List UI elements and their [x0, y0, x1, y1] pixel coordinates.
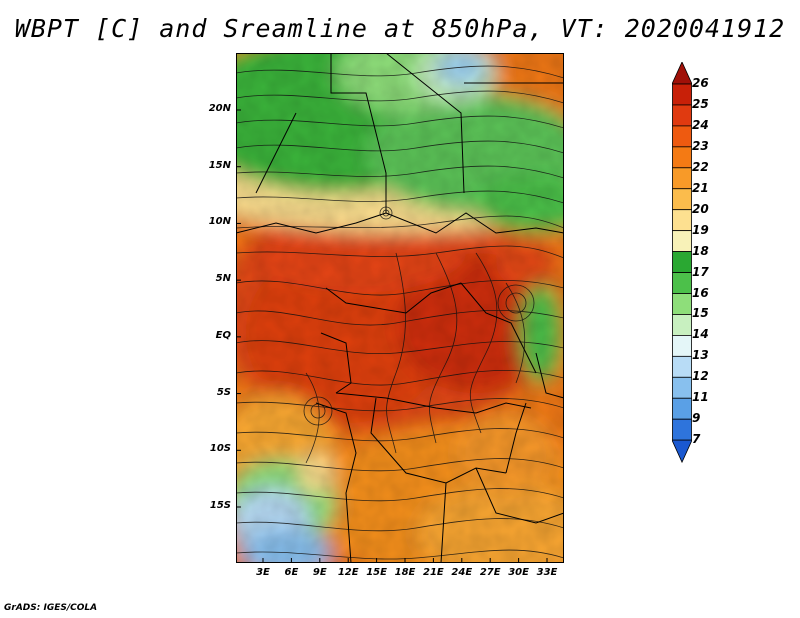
- colorbar-label: 15: [692, 306, 709, 321]
- lat-label: 10N: [208, 216, 231, 228]
- colorbar-box: [672, 167, 692, 190]
- colorbar-label: 11: [692, 390, 709, 405]
- chart-title: WBPT [C] and Sreamline at 850hPa, VT: 20…: [14, 14, 786, 43]
- colorbar-label: 21: [692, 180, 709, 195]
- colorbar-label: 9: [692, 411, 701, 426]
- colorbar-label: 13: [692, 348, 709, 363]
- lon-label: 15E: [366, 567, 387, 578]
- lat-label: EQ: [215, 329, 231, 341]
- lon-label: 18E: [394, 567, 416, 578]
- colorbar-box: [672, 376, 692, 399]
- colorbar-box: [672, 251, 692, 273]
- colorbar-box: [672, 397, 692, 420]
- colorbar-box: [672, 272, 692, 294]
- lon-label: 27E: [479, 567, 501, 578]
- streamlines: [236, 65, 564, 560]
- lon-label: 9E: [312, 567, 327, 578]
- map-frame: [236, 53, 564, 563]
- colorbar-label: 25: [692, 96, 709, 111]
- colorbar-box: [672, 83, 692, 106]
- map-panel: [236, 53, 564, 563]
- lon-label: 21E: [423, 567, 444, 578]
- colorbar-label: 12: [692, 369, 709, 384]
- colorbar-label: 26: [692, 76, 709, 90]
- lat-label: 10S: [209, 443, 231, 455]
- grads-credit: GrADS: IGES/COLA: [4, 603, 98, 613]
- wbpt-field-map: [236, 53, 564, 563]
- colorbar-box: [672, 334, 692, 357]
- lon-label: 3E: [256, 567, 270, 578]
- colorbar-box: [672, 188, 692, 211]
- colorbar-box: [672, 125, 692, 148]
- colorbar-label: 17: [692, 264, 709, 279]
- lon-label: 33E: [536, 567, 558, 578]
- colorbar-box: [672, 146, 692, 169]
- colorbar-box: [672, 355, 692, 378]
- axis-ticks: [236, 109, 548, 563]
- colorbar-bottom-arrow: [672, 439, 692, 464]
- colorbar-box: [672, 104, 692, 127]
- colorbar-label: 23: [692, 138, 709, 153]
- colorbar-top-arrow: [672, 62, 692, 85]
- colorbar-label: 19: [692, 222, 709, 237]
- colorbar-label: 7: [692, 432, 701, 447]
- lon-label: 24E: [451, 567, 473, 578]
- colorbar-box: [672, 230, 692, 252]
- colorbar-label: 20: [692, 201, 709, 216]
- colorbar-label: 18: [692, 243, 709, 258]
- lon-label: 12E: [337, 567, 359, 578]
- colorbar-label: 16: [692, 285, 709, 300]
- colorbar-box: [672, 209, 692, 232]
- lon-label: 30E: [508, 567, 529, 578]
- colorbar-label: 22: [692, 159, 709, 174]
- colorbar-label: 14: [692, 327, 709, 342]
- colorbar-label: 24: [692, 117, 709, 132]
- colorbar-box: [672, 314, 692, 336]
- country-borders: [236, 53, 564, 563]
- lat-label: 5S: [216, 386, 231, 398]
- lat-label: 5N: [215, 273, 231, 285]
- colorbar-box: [672, 293, 692, 315]
- lat-label: 15N: [208, 159, 231, 171]
- lon-label: 6E: [284, 567, 299, 578]
- colorbar-box: [672, 418, 692, 441]
- colorbar: [672, 62, 692, 464]
- lat-label: 20N: [208, 103, 231, 114]
- lat-label: 15S: [209, 500, 231, 511]
